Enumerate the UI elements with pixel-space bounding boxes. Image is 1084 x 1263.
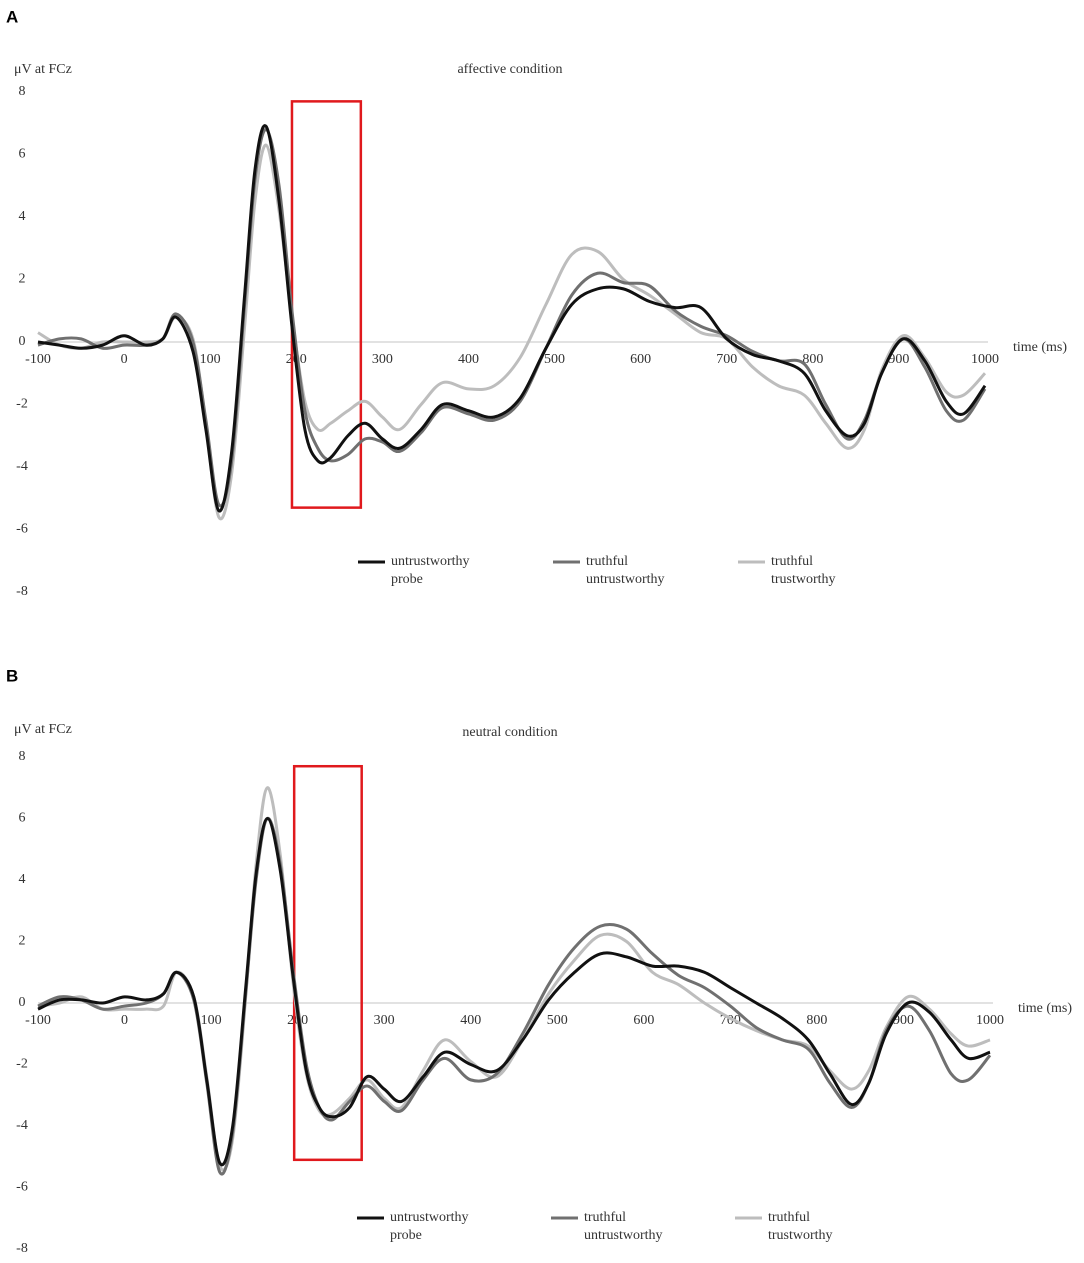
y-tick-label: 8	[19, 749, 26, 764]
x-tick-label: 800	[806, 1013, 827, 1028]
y-axis-label: μV at FCz	[14, 62, 72, 77]
y-tick-label: 4	[19, 872, 26, 887]
x-axis-label: time (ms)	[1018, 1001, 1072, 1016]
highlight-window	[290, 100, 363, 509]
y-tick-label: 6	[19, 811, 26, 826]
y-tick-label: -8	[16, 584, 28, 599]
highlight-window	[292, 764, 363, 1162]
y-tick-label: -6	[16, 1180, 28, 1195]
legend-label: untrustworthy probe	[390, 1210, 469, 1243]
y-tick-label: -2	[16, 1057, 28, 1072]
x-tick-label: 1000	[971, 352, 999, 367]
y-tick-label: 6	[19, 147, 26, 162]
y-tick-label: 2	[19, 934, 26, 949]
y-tick-label: 8	[19, 84, 26, 99]
x-tick-label: 0	[121, 352, 128, 367]
legend-label: truthful trustworthy	[771, 554, 836, 587]
legend-label: untrustworthy probe	[391, 554, 470, 587]
x-tick-label: 400	[460, 1013, 481, 1028]
x-tick-label: 600	[630, 352, 651, 367]
series-line	[37, 816, 991, 1167]
series-line	[37, 127, 987, 508]
x-tick-label: 0	[121, 1013, 128, 1028]
y-tick-label: 0	[19, 995, 26, 1010]
chart-title: affective condition	[457, 62, 562, 77]
y-tick-label: 0	[19, 334, 26, 349]
legend-label: truthful untrustworthy	[586, 554, 665, 587]
x-tick-label: 300	[372, 352, 393, 367]
panel-label: A	[6, 7, 18, 26]
x-tick-label: 900	[888, 352, 909, 367]
x-tick-label: -100	[25, 352, 51, 367]
y-tick-label: -8	[16, 1241, 28, 1256]
series-line	[37, 816, 992, 1176]
x-tick-label: -100	[25, 1013, 51, 1028]
legend-label: truthful trustworthy	[768, 1210, 833, 1243]
x-tick-label: 500	[547, 1013, 568, 1028]
y-tick-label: -4	[16, 1118, 28, 1133]
y-tick-label: -6	[16, 522, 28, 537]
x-tick-label: 500	[544, 352, 565, 367]
x-tick-label: 100	[201, 1013, 222, 1028]
y-tick-label: 4	[19, 209, 26, 224]
x-tick-label: 800	[802, 352, 823, 367]
x-tick-label: 400	[458, 352, 479, 367]
x-tick-label: 100	[200, 352, 221, 367]
series-line	[37, 143, 987, 521]
legend-label: truthful untrustworthy	[584, 1210, 663, 1243]
chart-title: neutral condition	[462, 725, 557, 740]
x-tick-label: 900	[893, 1013, 914, 1028]
x-tick-label: 1000	[976, 1013, 1004, 1028]
y-axis-label: μV at FCz	[14, 722, 72, 737]
x-tick-label: 600	[633, 1013, 654, 1028]
y-tick-label: 2	[19, 272, 26, 287]
y-tick-label: -4	[16, 459, 28, 474]
x-tick-label: 700	[716, 352, 737, 367]
series-line	[37, 786, 991, 1172]
series-line	[37, 124, 987, 513]
panel-label: B	[6, 666, 18, 685]
x-tick-label: 300	[374, 1013, 395, 1028]
y-tick-label: -2	[16, 397, 28, 412]
x-axis-label: time (ms)	[1013, 340, 1067, 355]
